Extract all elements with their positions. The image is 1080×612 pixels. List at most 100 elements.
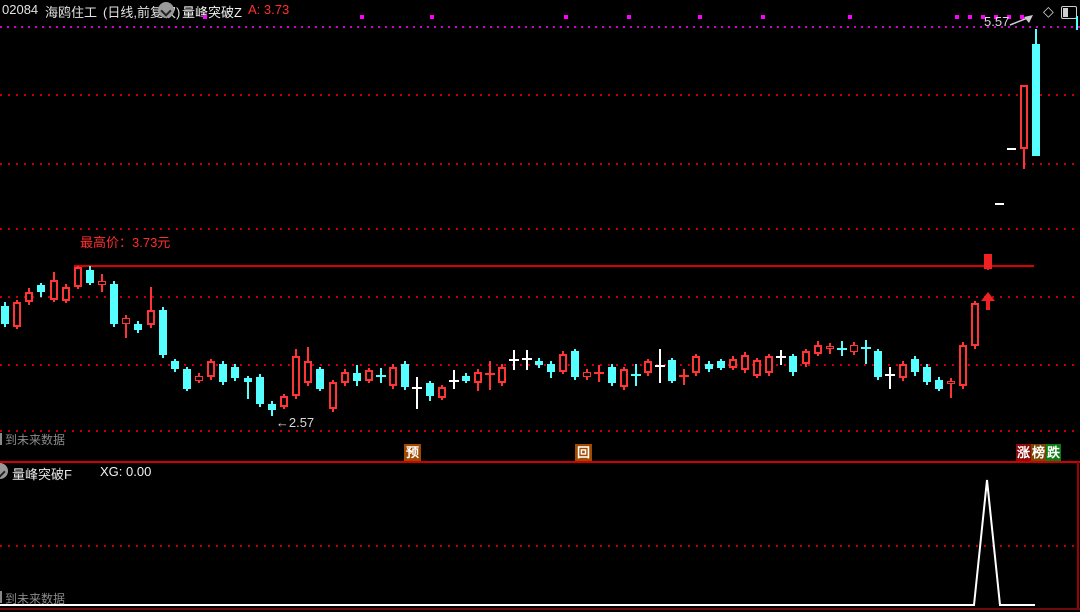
die-button[interactable]: 跌: [1046, 444, 1061, 461]
panel-layout-icon[interactable]: [1061, 6, 1077, 19]
candle-body: [340, 371, 349, 384]
low-price-annotation: ←2.57: [275, 415, 315, 430]
candle-body: [195, 375, 204, 381]
magenta-dotted-line: [0, 26, 1080, 28]
signal-dot: [955, 15, 959, 19]
candle-wick: [950, 378, 953, 398]
candle-body: [316, 369, 325, 389]
doji-tick: [776, 355, 787, 358]
clipped-glyph: [0, 591, 2, 603]
zhang-button[interactable]: 涨: [1016, 444, 1031, 461]
main-indicator-name[interactable]: 量峰突破Z: [182, 5, 242, 20]
doji-tick: [594, 372, 605, 375]
candle-body: [37, 285, 46, 292]
signal-dot: [848, 15, 852, 19]
doji-tick: [521, 357, 532, 360]
candle-body: [170, 361, 179, 370]
back-button[interactable]: 回: [575, 444, 592, 461]
signal-dot: [761, 15, 765, 19]
bang-button[interactable]: 榜: [1031, 444, 1046, 461]
signal-dot: [360, 15, 364, 19]
candle-body: [765, 356, 774, 374]
panel-separator-line: [0, 461, 1080, 463]
axis-cursor-tick: [1076, 16, 1078, 30]
signal-dot: [203, 15, 207, 19]
doji-tick: [509, 359, 520, 362]
candle-body: [182, 369, 191, 389]
diamond-icon[interactable]: ◇: [1043, 3, 1054, 19]
candle-body: [801, 351, 810, 365]
stock-name: 海鸥住工: [45, 5, 98, 20]
candle-body: [61, 286, 70, 301]
one-price-dash: [1007, 147, 1017, 150]
candle-wick: [489, 361, 492, 390]
candle-body: [583, 371, 592, 377]
candle-body: [437, 387, 446, 398]
stock-code: 02084: [2, 2, 39, 17]
gridline: [0, 228, 1080, 230]
candle-body: [461, 375, 470, 381]
candle-body: [49, 280, 58, 300]
buy-signal-arrow-icon: [980, 292, 995, 310]
candle-body: [498, 366, 507, 384]
preview-button[interactable]: 预: [404, 444, 421, 461]
candle-body: [158, 309, 167, 355]
candle-body: [73, 267, 82, 287]
candle-body: [983, 254, 992, 269]
candle-body: [874, 351, 883, 377]
candle-body: [959, 344, 968, 386]
candle-body: [401, 364, 410, 388]
candle-body: [789, 356, 798, 372]
candle-body: [558, 353, 567, 372]
chevron-down-icon[interactable]: [0, 463, 8, 479]
candle-body: [292, 356, 301, 397]
doji-tick: [655, 364, 666, 367]
candle-body: [134, 324, 143, 331]
main-indicator-value: A: 3.73: [248, 2, 290, 17]
candle-body: [98, 281, 107, 286]
candle-body: [898, 364, 907, 379]
candle-body: [304, 361, 313, 384]
candle-wick: [149, 286, 152, 328]
lower-indicator-value: XG: 0.00: [100, 464, 152, 479]
lower-watermark: 到未来数据: [5, 592, 66, 606]
signal-dot: [627, 15, 631, 19]
candle-body: [1, 305, 9, 325]
gridline: [0, 430, 1080, 432]
candle-body: [947, 380, 956, 384]
candle-body: [692, 356, 701, 374]
candle-body: [425, 383, 434, 397]
candle-wick: [452, 370, 455, 389]
doji-tick: [485, 373, 496, 376]
doji-tick: [885, 374, 896, 376]
candle-body: [534, 361, 543, 366]
highest-price-line: [74, 265, 1034, 267]
doji-tick: [861, 346, 872, 349]
signal-dot: [1020, 15, 1024, 19]
candle-body: [279, 396, 288, 407]
signal-dot: [968, 15, 972, 19]
candle-body: [1032, 44, 1041, 157]
candle-body: [267, 404, 276, 411]
candle-body: [1019, 85, 1028, 149]
chevron-down-icon[interactable]: [158, 2, 174, 18]
candle-body: [328, 382, 337, 410]
candle-body: [971, 303, 980, 346]
signal-dot: [994, 15, 998, 19]
candle-body: [122, 317, 131, 325]
candle-body: [546, 364, 555, 372]
candle-body: [935, 379, 943, 389]
candle-body: [352, 373, 361, 381]
gridline: [0, 296, 1080, 298]
candle-wick: [889, 366, 892, 389]
candle-body: [474, 371, 483, 384]
candle-body: [619, 369, 628, 388]
main-watermark: 到未来数据: [5, 433, 66, 447]
signal-dot: [981, 15, 985, 19]
candle-body: [231, 366, 240, 379]
candle-body: [243, 378, 252, 383]
doji-tick: [836, 348, 847, 351]
candle-body: [643, 361, 652, 374]
candle-body: [85, 269, 94, 283]
lower-indicator-name[interactable]: 量峰突破F: [12, 467, 72, 482]
